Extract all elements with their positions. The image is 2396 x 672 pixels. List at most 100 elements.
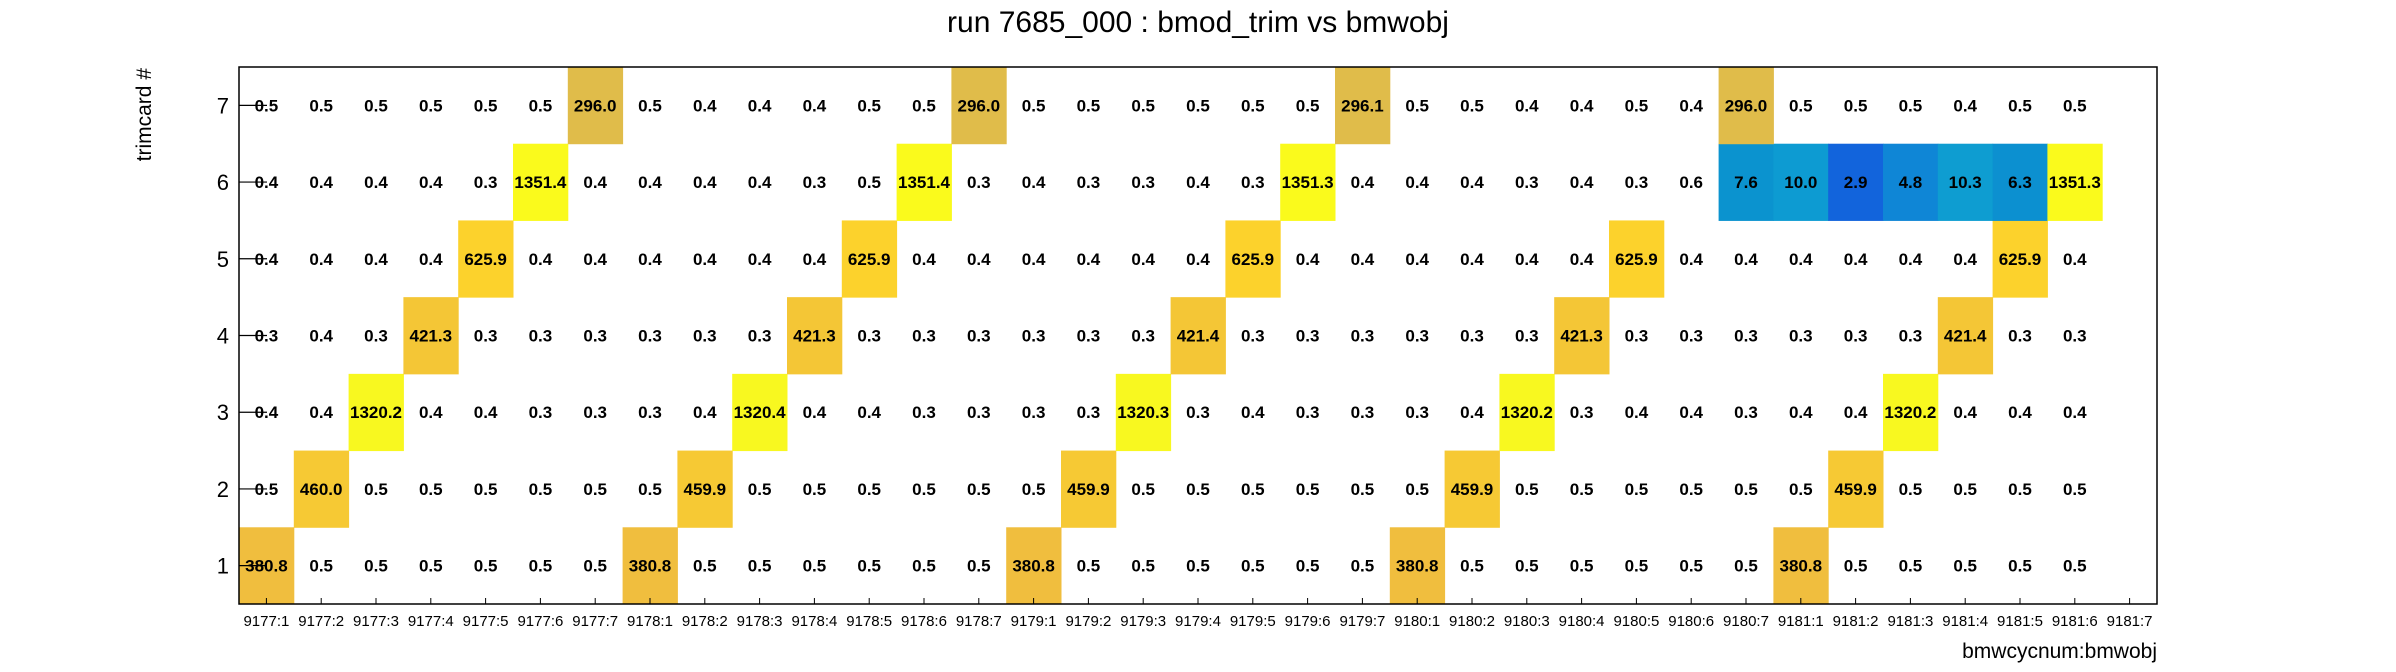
cell-value-label: 0.3 (1734, 327, 1758, 346)
heatmap-cell (458, 220, 514, 298)
x-tick-label: 9181:5 (1997, 613, 2043, 630)
cell-value-label: 1320.3 (1117, 403, 1169, 422)
x-tick-label: 9180:3 (1504, 613, 1550, 630)
cell-value-label: 0.5 (1296, 557, 1320, 576)
cell-value-label: 7.6 (1734, 173, 1758, 192)
heatmap-cell (348, 373, 404, 452)
cell-value-label: 0.4 (1405, 250, 1429, 269)
x-tick-label: 9177:2 (298, 613, 344, 630)
cell-value-label: 4.8 (1899, 173, 1923, 192)
cell-value-label: 0.5 (1679, 480, 1703, 499)
cell-value-label: 0.4 (638, 250, 662, 269)
cell-value-label: 0.5 (1077, 557, 1101, 576)
cell-value-label: 0.4 (693, 173, 717, 192)
x-tick-label: 9181:6 (2052, 613, 2098, 630)
cell-value-label: 0.3 (583, 403, 607, 422)
cell-value-label: 0.5 (529, 557, 553, 576)
cell-value-label: 625.9 (848, 250, 891, 269)
y-tick-label: 7 (217, 93, 229, 118)
cell-value-label: 0.3 (638, 327, 662, 346)
cell-value-label: 625.9 (1999, 250, 2042, 269)
cell-value-label: 459.9 (1067, 480, 1110, 499)
cell-value-label: 0.4 (1022, 250, 1046, 269)
x-tick-label: 9180:6 (1668, 613, 1714, 630)
x-axis-title: bmwcycnum:bmwobj (1962, 640, 2157, 663)
heatmap-cell (293, 450, 350, 528)
heatmap-cell (1828, 450, 1884, 528)
cell-value-label: 0.5 (1460, 96, 1484, 115)
cell-value-label: 380.8 (1780, 557, 1823, 576)
cell-value-label: 0.4 (2063, 403, 2087, 422)
heatmap-cell (1280, 143, 1336, 221)
cell-value-label: 0.4 (309, 173, 333, 192)
heatmap-cell (1115, 373, 1172, 452)
cell-value-label: 0.3 (967, 327, 991, 346)
cell-value-label: 0.5 (1625, 96, 1649, 115)
cell-value-label: 0.5 (1515, 557, 1539, 576)
x-tick-label: 9179:2 (1065, 613, 1111, 630)
cell-value-label: 0.3 (1460, 327, 1484, 346)
cell-value-label: 0.4 (1351, 173, 1375, 192)
cell-value-label: 0.3 (1570, 403, 1594, 422)
x-tick-label: 9179:5 (1230, 613, 1276, 630)
cell-value-label: 0.3 (912, 327, 936, 346)
cell-value-label: 0.4 (638, 173, 662, 192)
cell-value-label: 0.4 (1789, 250, 1813, 269)
cell-value-label: 0.4 (1296, 250, 1320, 269)
cell-value-label: 421.3 (793, 327, 836, 346)
cell-value-label: 0.5 (638, 96, 662, 115)
cell-value-label: 459.9 (1451, 480, 1494, 499)
heatmap-cell (2047, 143, 2103, 221)
heatmap-cell (841, 220, 898, 298)
cell-value-label: 0.4 (803, 96, 827, 115)
cell-value-label: 0.5 (1625, 557, 1649, 576)
cell-value-label: 10.0 (1784, 173, 1817, 192)
cell-value-label: 0.5 (1022, 96, 1046, 115)
cell-value-label: 0.3 (1241, 173, 1265, 192)
cell-value-label: 0.5 (967, 557, 991, 576)
cell-value-label: 0.5 (1241, 96, 1265, 115)
x-tick-label: 9177:5 (463, 613, 509, 630)
cell-labels: 380.8 0.5 0.5 0.5 0.5 0.5 0.5 380.8 0.5 0.5 0.5 0.5… (245, 96, 2101, 575)
y-tick-label: 1 (217, 554, 229, 579)
cell-value-label: 0.5 (2063, 557, 2087, 576)
cell-value-label: 0.5 (1734, 480, 1758, 499)
x-tick-label: 9178:5 (846, 613, 892, 630)
heatmap-cell (1061, 450, 1117, 528)
cell-value-label: 0.4 (693, 403, 717, 422)
cell-value-label: 0.5 (529, 480, 553, 499)
x-tick-label: 9180:1 (1394, 613, 1440, 630)
cell-value-label: 0.3 (1351, 327, 1375, 346)
heatmap-cell (1828, 143, 1884, 221)
cell-value-label: 0.5 (857, 96, 881, 115)
cell-value-label: 0.4 (1679, 403, 1703, 422)
cell-value-label: 0.5 (1460, 557, 1484, 576)
cell-value-label: 0.5 (1570, 557, 1594, 576)
x-tick-label: 9178:3 (737, 613, 783, 630)
cell-value-label: 0.5 (1186, 96, 1210, 115)
cell-value-label: 0.4 (748, 173, 772, 192)
cell-value-label: 0.5 (419, 480, 443, 499)
cell-value-label: 0.4 (364, 173, 388, 192)
cell-value-label: 1320.2 (350, 403, 402, 422)
cell-value-label: 0.3 (1131, 173, 1155, 192)
cell-value-label: 0.3 (1789, 327, 1813, 346)
cell-value-label: 380.8 (1012, 557, 1055, 576)
heatmap-cell (1609, 220, 1665, 298)
cell-value-label: 0.5 (803, 557, 827, 576)
cell-value-label: 0.4 (1953, 250, 1977, 269)
cell-value-label: 0.5 (474, 480, 498, 499)
y-axis-title: trimcard # (133, 68, 156, 162)
x-tick-label: 9180:5 (1613, 613, 1659, 630)
heatmap-cells (239, 67, 2103, 605)
cell-value-label: 0.4 (748, 250, 772, 269)
cell-value-label: 0.5 (1131, 480, 1155, 499)
cell-value-label: 0.4 (1515, 96, 1539, 115)
cell-value-label: 0.3 (1022, 327, 1046, 346)
cell-value-label: 1320.2 (1501, 403, 1553, 422)
cell-value-label: 0.5 (1296, 96, 1320, 115)
y-axis: 1 2 3 4 5 6 7 (217, 93, 267, 579)
x-tick-label: 9180:4 (1559, 613, 1605, 630)
heatmap-cell (1773, 143, 1829, 221)
heatmap-cell (1883, 143, 1939, 221)
